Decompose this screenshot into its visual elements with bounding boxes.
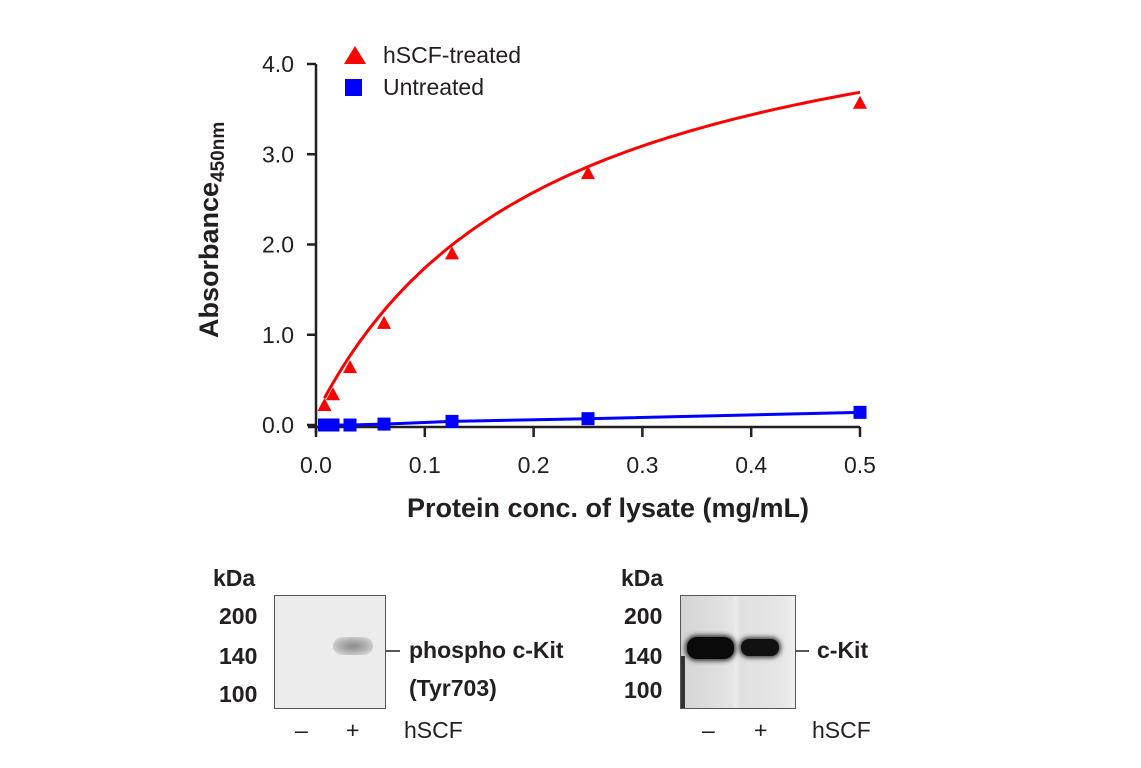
mw-marker-140: 140 [219, 643, 258, 669]
data-point-triangle [581, 166, 595, 180]
data-point-triangle [853, 95, 867, 109]
y-axis-title-group: Absorbance450nm [194, 122, 229, 338]
lane-label-minus: – [295, 717, 308, 743]
band-label: c-Kit [817, 637, 869, 663]
mw-marker-200: 200 [219, 603, 258, 629]
kda-label: kDa [213, 565, 256, 591]
data-point-square [445, 414, 459, 428]
y-tick-label: 3.0 [262, 141, 294, 167]
mw-marker-100: 100 [219, 681, 258, 707]
absorbance-chart: 0.0 1.0 2.0 3.0 4.0 0.0 0.1 0.2 0.3 0.4 0.5 Protei… [194, 42, 876, 523]
blot-image [680, 595, 796, 709]
x-axis-title: Protein conc. of lysate (mg/mL) [407, 493, 809, 523]
treatment-label: hSCF [404, 717, 463, 743]
band-treated [741, 639, 779, 656]
axes: 0.0 1.0 2.0 3.0 4.0 0.0 0.1 0.2 0.3 0.4 0.5 [262, 51, 876, 478]
y-axis-title: Absorbance [194, 182, 224, 338]
legend-marker-triangle [344, 46, 366, 64]
legend-label-untreated: Untreated [383, 74, 484, 100]
data-point-square [326, 418, 340, 432]
legend-marker-square [345, 79, 362, 96]
series-line [323, 90, 861, 399]
band-label: phospho c-Kit [409, 637, 564, 663]
y-tick-label: 1.0 [262, 322, 294, 348]
data-point-triangle [325, 387, 340, 401]
lane-label-plus: + [346, 717, 360, 743]
y-axis-subscript: 450nm [208, 122, 229, 182]
kda-label: kDa [621, 565, 664, 591]
y-tick-label: 4.0 [262, 51, 294, 77]
data-point-square [343, 418, 357, 432]
x-tick-label: 0.5 [844, 452, 876, 478]
data-point-square [853, 405, 867, 419]
legend-label-treated: hSCF-treated [383, 42, 521, 68]
lane-label-plus: + [754, 717, 768, 743]
legend: hSCF-treated Untreated [344, 42, 521, 100]
data-point-square [377, 417, 391, 431]
data-point-triangle [445, 246, 459, 260]
data-point-triangle [317, 398, 332, 412]
data-point-triangle [377, 315, 391, 329]
band-pointer-line [386, 650, 400, 652]
x-tick-label: 0.4 [735, 452, 767, 478]
x-tick-label: 0.0 [300, 452, 332, 478]
x-tick-label: 0.2 [518, 452, 550, 478]
data-point-square [581, 412, 595, 426]
mw-marker-100: 100 [624, 677, 663, 703]
band-pointer-line [796, 650, 809, 652]
y-tick-label: 0.0 [262, 412, 294, 438]
data-point-triangle [343, 360, 357, 374]
mw-marker-200: 200 [624, 603, 663, 629]
band-untreated [687, 637, 734, 659]
mw-marker-140: 140 [624, 643, 663, 669]
lane-label-minus: – [702, 717, 715, 743]
series-hscf-treated [317, 90, 867, 412]
blot-image [274, 595, 386, 709]
x-tick-label: 0.3 [626, 452, 658, 478]
series-untreated [317, 405, 867, 432]
svg-text:Absorbance450nm: Absorbance450nm [194, 122, 229, 338]
y-tick-label: 2.0 [262, 232, 294, 258]
x-tick-label: 0.1 [409, 452, 441, 478]
band-label-site: (Tyr703) [409, 675, 497, 701]
treatment-label: hSCF [812, 717, 871, 743]
edge-smear [681, 656, 685, 708]
series-layer [317, 90, 867, 432]
band-treated [333, 637, 373, 655]
